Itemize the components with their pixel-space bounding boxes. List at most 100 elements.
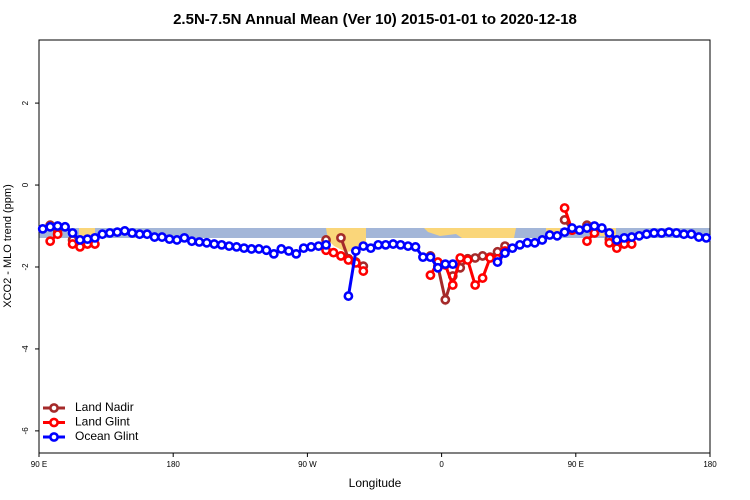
x-tick-label: 0 bbox=[439, 460, 444, 469]
point bbox=[477, 251, 488, 261]
point bbox=[425, 252, 436, 263]
point bbox=[388, 239, 399, 249]
point bbox=[358, 266, 369, 276]
land-strip bbox=[424, 228, 516, 238]
point bbox=[477, 273, 488, 283]
point bbox=[134, 229, 145, 240]
land-strip bbox=[326, 228, 366, 252]
point bbox=[514, 239, 525, 250]
y-axis-label: XCO2 - MLO trend (ppm) bbox=[2, 184, 14, 307]
point bbox=[358, 241, 369, 251]
point bbox=[589, 221, 600, 231]
point bbox=[52, 221, 63, 231]
point bbox=[112, 227, 123, 238]
x-tick-label: 90 W bbox=[298, 460, 317, 469]
point bbox=[604, 228, 615, 238]
point bbox=[201, 237, 212, 248]
point bbox=[500, 248, 510, 258]
point bbox=[261, 245, 272, 256]
legend-label: Ocean Glint bbox=[75, 429, 139, 443]
point bbox=[380, 239, 391, 250]
point bbox=[596, 223, 607, 233]
point bbox=[82, 234, 93, 245]
point bbox=[447, 280, 458, 290]
point bbox=[186, 236, 197, 247]
point bbox=[306, 242, 317, 252]
point bbox=[537, 235, 548, 245]
point bbox=[194, 237, 205, 247]
point bbox=[634, 230, 645, 241]
point bbox=[619, 232, 630, 243]
point bbox=[37, 223, 48, 234]
point bbox=[224, 241, 235, 251]
point bbox=[611, 235, 622, 245]
point bbox=[142, 229, 153, 240]
point bbox=[336, 251, 346, 261]
point bbox=[462, 255, 473, 265]
point bbox=[544, 230, 555, 240]
point bbox=[119, 226, 130, 236]
y-tick-label: -2 bbox=[21, 263, 30, 271]
x-tick-label: 180 bbox=[167, 460, 181, 469]
point bbox=[641, 229, 652, 240]
point bbox=[45, 221, 56, 232]
y-tick-label: -6 bbox=[21, 427, 30, 435]
point bbox=[440, 294, 451, 305]
point bbox=[209, 239, 220, 249]
point bbox=[104, 228, 115, 238]
point bbox=[425, 270, 436, 281]
legend-label: Land Glint bbox=[75, 415, 130, 429]
point bbox=[522, 237, 533, 248]
point bbox=[336, 232, 346, 243]
x-tick-label: 90 E bbox=[31, 460, 47, 469]
point bbox=[664, 227, 674, 238]
point bbox=[656, 228, 667, 238]
point bbox=[671, 228, 682, 238]
legend-label: Land Nadir bbox=[75, 400, 134, 414]
point bbox=[470, 253, 481, 263]
point bbox=[268, 248, 279, 259]
point bbox=[60, 221, 70, 232]
point bbox=[343, 255, 354, 265]
point bbox=[239, 243, 249, 254]
y-tick-label: 2 bbox=[21, 100, 30, 105]
point bbox=[582, 223, 592, 233]
point bbox=[172, 235, 182, 245]
point bbox=[365, 243, 376, 254]
point bbox=[246, 244, 257, 254]
point bbox=[492, 257, 503, 267]
point bbox=[328, 247, 339, 258]
point bbox=[149, 232, 160, 242]
point bbox=[75, 235, 85, 245]
point bbox=[440, 259, 451, 270]
ocean-strip bbox=[39, 228, 710, 238]
point bbox=[455, 253, 466, 263]
point bbox=[67, 228, 78, 238]
point bbox=[231, 242, 242, 252]
point bbox=[604, 237, 615, 248]
point bbox=[552, 230, 563, 241]
point bbox=[350, 246, 361, 256]
point bbox=[164, 234, 175, 245]
point bbox=[626, 232, 637, 242]
legend-marker bbox=[49, 403, 59, 413]
point bbox=[574, 225, 585, 236]
point bbox=[90, 232, 100, 243]
point bbox=[559, 203, 570, 213]
y-tick-label: 0 bbox=[21, 182, 30, 187]
point bbox=[567, 223, 577, 233]
point bbox=[447, 259, 458, 270]
land-strip bbox=[79, 228, 95, 236]
legend-marker bbox=[49, 432, 59, 442]
x-tick-label: 180 bbox=[703, 460, 717, 469]
point bbox=[529, 237, 540, 248]
point bbox=[611, 243, 622, 254]
point bbox=[470, 280, 481, 290]
legend-marker bbox=[49, 417, 59, 428]
point bbox=[254, 244, 264, 254]
point bbox=[343, 291, 354, 301]
point bbox=[410, 242, 421, 252]
x-tick-label: 90 E bbox=[568, 460, 584, 469]
point bbox=[649, 228, 659, 238]
point bbox=[559, 227, 570, 238]
